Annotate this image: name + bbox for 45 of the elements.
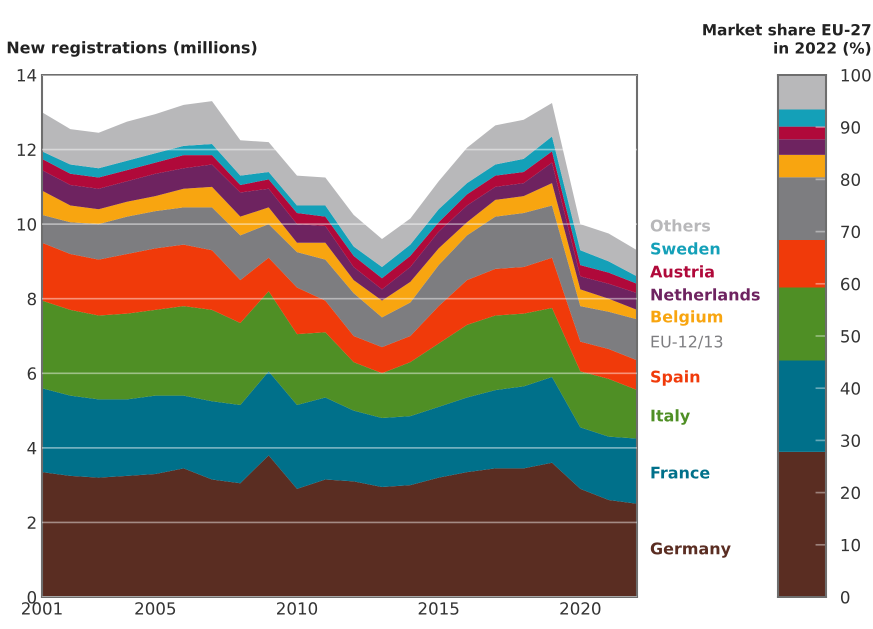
bar (778, 139, 826, 155)
bar (778, 126, 826, 140)
y-tick-label: 0 (28, 590, 36, 604)
y-tick-label: 8 (28, 292, 36, 306)
x-tick-label: 2020 (560, 602, 600, 615)
y-tick-label: 14 (18, 69, 36, 82)
y-tick-label: 2 (28, 516, 36, 529)
y-tick-label: 100 (842, 68, 871, 82)
y-tick-label: 10 (842, 538, 860, 552)
x-tick-label: 2005 (135, 602, 176, 615)
series-label: Italy (651, 409, 690, 425)
bar (778, 177, 826, 240)
series-label: Others (650, 219, 710, 232)
series-label: EU-12/13 (652, 336, 722, 349)
y-tick-label: 90 (840, 121, 860, 134)
bar (778, 109, 826, 127)
y-tick-label: 4 (27, 442, 36, 454)
x-tick-label: 2010 (277, 602, 318, 615)
chart-title: Market share EU-27 in 2022 (%) (703, 24, 870, 56)
series-label: Sweden (651, 242, 720, 255)
y-tick-label: 80 (841, 173, 860, 186)
series-label: Spain (651, 370, 700, 386)
bar (778, 240, 826, 288)
bar (778, 452, 826, 597)
y-tick-label: 40 (840, 382, 860, 395)
y-tick-label: 0 (840, 590, 850, 604)
y-axis-title: New registrations (millions) (8, 41, 256, 57)
series-label: Germany (650, 542, 731, 558)
series-label: Austria (650, 265, 714, 278)
series-label: Netherlands (651, 288, 760, 301)
series-label: France (651, 466, 710, 479)
y-tick-label: 70 (841, 226, 860, 238)
bar (778, 154, 826, 178)
y-tick-label: 50 (841, 330, 860, 343)
y-tick-label: 30 (841, 434, 860, 447)
y-tick-label: 10 (18, 218, 36, 231)
x-tick-label: 2001 (22, 602, 62, 615)
x-tick-label: 2015 (418, 602, 458, 615)
bar (778, 287, 826, 361)
y-tick-label: 6 (28, 367, 36, 380)
y-tick-label: 60 (841, 278, 860, 290)
y-tick-label: 20 (841, 486, 860, 500)
bar (778, 360, 826, 452)
y-tick-label: 12 (18, 144, 36, 156)
series-label: Belgium (651, 310, 722, 326)
